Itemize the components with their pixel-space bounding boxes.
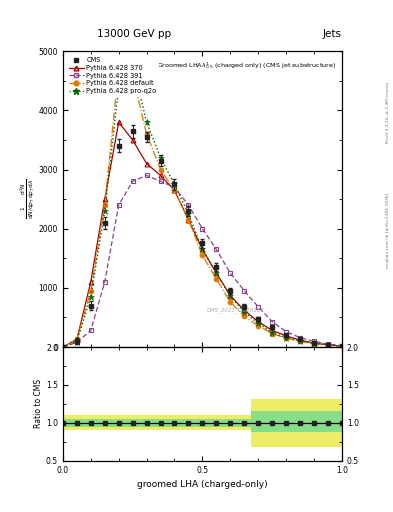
Text: 13000 GeV pp: 13000 GeV pp bbox=[97, 29, 171, 39]
Y-axis label: Ratio to CMS: Ratio to CMS bbox=[34, 379, 43, 429]
Text: CMS_2021_I1920187: CMS_2021_I1920187 bbox=[207, 308, 265, 313]
Legend: CMS, Pythia 6.428 370, Pythia 6.428 391, Pythia 6.428 default, Pythia 6.428 pro-: CMS, Pythia 6.428 370, Pythia 6.428 391,… bbox=[66, 55, 159, 97]
Text: Rivet 3.1.10, ≥ 3.4M events: Rivet 3.1.10, ≥ 3.4M events bbox=[386, 82, 390, 143]
Text: Jets: Jets bbox=[323, 29, 342, 39]
Text: Groomed LHA$\lambda^{1}_{0.5}$ (charged only) (CMS jet substructure): Groomed LHA$\lambda^{1}_{0.5}$ (charged … bbox=[157, 60, 336, 71]
Text: mcplots.cern.ch [arXiv:1306.3436]: mcplots.cern.ch [arXiv:1306.3436] bbox=[386, 193, 390, 268]
X-axis label: groomed LHA (charged-only): groomed LHA (charged-only) bbox=[137, 480, 268, 489]
Y-axis label: $\frac{1}{\mathrm{d}N/\mathrm{d}p_T}\frac{\mathrm{d}^2N}{\mathrm{d}p_T\mathrm{d}: $\frac{1}{\mathrm{d}N/\mathrm{d}p_T}\fra… bbox=[19, 179, 37, 220]
